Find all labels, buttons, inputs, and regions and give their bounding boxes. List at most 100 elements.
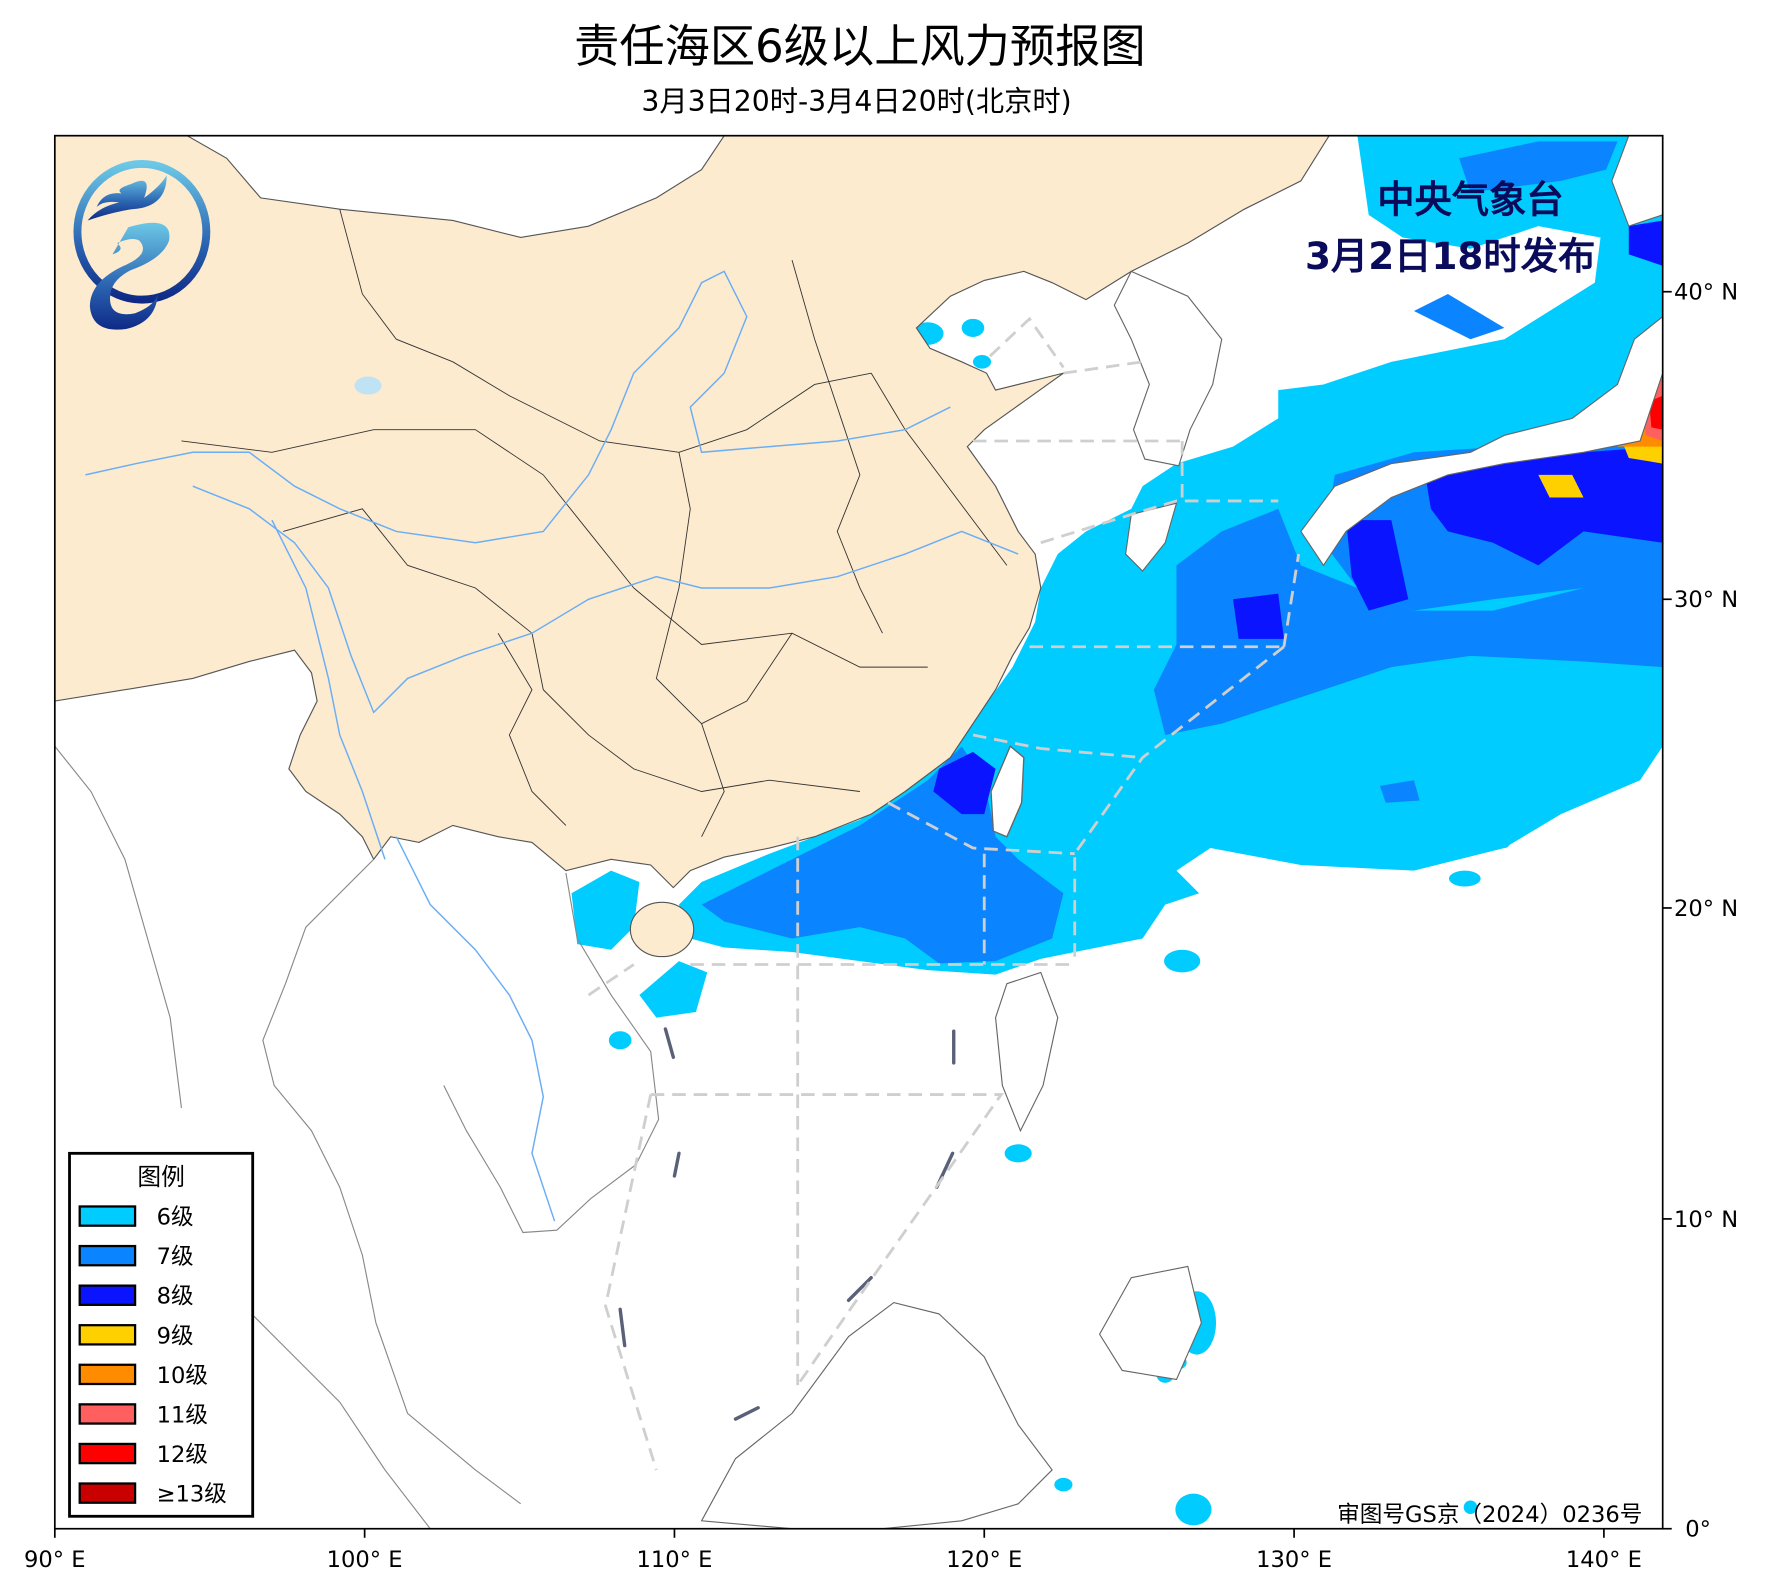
map-approval-number: 审图号GS京（2024）0236号 — [1337, 1502, 1642, 1528]
coastline — [994, 971, 1059, 1133]
legend-label: 6级 — [157, 1205, 194, 1231]
coastline — [262, 858, 522, 1505]
lat-label: 30° N — [1674, 587, 1738, 613]
coastline — [54, 745, 183, 1109]
legend-title: 图例 — [137, 1163, 184, 1191]
lon-label: 130° E — [1256, 1547, 1332, 1573]
coastline — [443, 872, 660, 1234]
province-boundary — [339, 209, 872, 453]
legend-swatch — [78, 1442, 137, 1465]
legend-swatch — [78, 1363, 137, 1386]
map-title: 责任海区6级以上风力预报图 — [574, 20, 1145, 73]
wind-area-level-8 — [1425, 446, 1663, 566]
river — [271, 519, 386, 860]
wind-area-level-6 — [678, 135, 1663, 975]
wind-area-level-6 — [1463, 1500, 1478, 1515]
wind-area-level-6 — [1498, 836, 1511, 849]
legend-swatch — [78, 1403, 137, 1425]
wind-area-level-8 — [1233, 593, 1284, 639]
coastline — [1113, 270, 1223, 467]
land-layer — [54, 135, 1663, 1529]
issuer-name: 中央气象台 — [1377, 178, 1563, 222]
taiwan-island — [990, 745, 1025, 838]
coastline — [1611, 135, 1663, 227]
zone-boundary — [650, 1093, 1004, 1386]
lon-label: 110° E — [636, 1547, 712, 1573]
legend-swatch — [78, 1324, 137, 1346]
nine-dash-line-segment — [618, 1307, 627, 1348]
river — [395, 836, 556, 1222]
wind-area-level-6 — [1004, 1144, 1032, 1163]
nine-dash-line-segment — [733, 1406, 760, 1421]
coastline — [1300, 315, 1663, 567]
issue-time: 3月2日18时发布 — [1305, 234, 1595, 278]
wind-area-level-8 — [1628, 220, 1663, 266]
wind-area-level-6 — [972, 355, 992, 369]
legend-label: 10级 — [157, 1363, 208, 1389]
province-boundary — [497, 632, 567, 826]
lon-label: 100° E — [327, 1547, 403, 1573]
legend-label: 8级 — [157, 1284, 194, 1310]
zone-boundary — [604, 1094, 658, 1471]
wind-area-level-6 — [608, 1031, 632, 1050]
wind-area-level-6 — [639, 961, 708, 1018]
legend-swatch — [78, 1482, 137, 1504]
lon-label: 90° E — [24, 1547, 86, 1573]
wind-area-level-9 — [1538, 474, 1584, 498]
wind-area-level-6 — [1054, 1477, 1073, 1492]
zone-boundary — [988, 316, 1065, 369]
province-boundary — [655, 452, 793, 725]
province-boundary — [181, 429, 928, 668]
wind-area-level-6 — [961, 318, 985, 337]
legend-swatch — [78, 1205, 137, 1227]
map-subtitle: 3月3日20时-3月4日20时(北京时) — [641, 85, 1071, 118]
wind-area-level-8 — [933, 751, 996, 815]
wind-area-level-7 — [1413, 293, 1505, 340]
zone-boundary — [1063, 360, 1143, 375]
province-boundary — [701, 723, 725, 837]
lat-label: 0° — [1685, 1517, 1711, 1543]
legend-label: ≥13级 — [157, 1482, 227, 1508]
coastline — [237, 1299, 431, 1529]
hainan-island — [629, 901, 695, 958]
province-boundary — [791, 259, 883, 634]
legend-label: 11级 — [157, 1402, 208, 1428]
lat-label: 10° N — [1674, 1207, 1738, 1233]
legend-label: 12级 — [157, 1442, 208, 1468]
coastline — [700, 1301, 1053, 1529]
coastline — [1098, 1265, 1202, 1381]
wind-area-level-6 — [571, 870, 640, 950]
province-boundary — [283, 508, 860, 792]
nine-dash-line-segment — [672, 1151, 681, 1178]
wind-area-level-7 — [1153, 508, 1663, 735]
zone-boundary — [1040, 499, 1279, 545]
cma-logo-icon — [73, 159, 211, 330]
map-area — [54, 135, 1663, 1529]
zone-boundary — [972, 733, 1143, 759]
nine-dash-line-segment — [663, 1027, 676, 1059]
lon-label: 140° E — [1566, 1547, 1642, 1573]
legend-label: 7级 — [157, 1244, 194, 1270]
river — [192, 485, 1019, 714]
lon-label: 120° E — [946, 1547, 1022, 1573]
legend: 图例 6级 7级 8级 9级 10级 11级 12级 ≥13级 — [68, 1151, 255, 1518]
wind-area-level-7 — [1459, 141, 1618, 193]
axes: 90° E 100° E 110° E 120° E 130° E 140° E… — [24, 280, 1738, 1574]
legend-swatch — [78, 1284, 137, 1306]
map-frame — [53, 134, 1664, 1530]
coastline — [1125, 502, 1178, 572]
zone-boundary — [887, 801, 1075, 856]
river — [85, 270, 951, 544]
province-boundary — [870, 372, 1008, 566]
legend-label: 9级 — [157, 1323, 194, 1349]
wind-area-level-7 — [1380, 780, 1420, 803]
zone-boundary — [1073, 645, 1285, 965]
legend-swatch — [78, 1244, 137, 1267]
china-land — [54, 135, 1330, 889]
wind-area-level-8 — [1346, 520, 1409, 611]
qinghai-lake — [354, 376, 382, 395]
nine-dash-line-segment — [846, 1276, 873, 1303]
issuer-stamp: 中央气象台 3月2日18时发布 — [1305, 178, 1595, 279]
lat-label: 20° N — [1674, 896, 1738, 922]
sea-zone-boundaries — [587, 316, 1300, 1471]
